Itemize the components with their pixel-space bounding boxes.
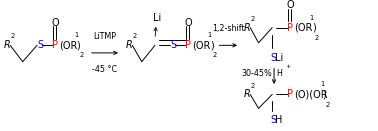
Text: ): ) [210,40,214,50]
Text: ): ) [322,89,326,99]
Text: (OR: (OR [294,23,313,33]
Text: O: O [287,0,294,10]
Text: H: H [276,69,282,78]
Text: 2: 2 [11,34,15,40]
Text: S: S [37,40,43,50]
Text: 2: 2 [80,52,84,58]
Text: 2: 2 [133,34,137,40]
Text: P: P [287,89,293,99]
Text: R: R [244,23,251,33]
Text: (OR: (OR [192,40,211,50]
Text: ): ) [312,23,316,33]
Text: 2: 2 [213,52,217,58]
Text: 1: 1 [320,81,324,87]
Text: 2: 2 [315,35,319,41]
Text: 1: 1 [207,32,211,38]
Text: O: O [51,18,59,28]
Text: O: O [184,18,192,28]
Text: R: R [244,89,251,99]
Text: H: H [275,115,283,125]
Text: -45 °C: -45 °C [92,65,118,74]
Text: (OR: (OR [59,40,77,50]
Text: S: S [270,115,276,125]
Text: 1: 1 [74,32,78,38]
Text: P: P [52,40,58,50]
Text: Li: Li [153,13,161,23]
Text: P: P [185,40,191,50]
Text: 2: 2 [325,102,330,108]
Text: Li: Li [275,53,284,63]
Text: LiTMP: LiTMP [93,32,116,41]
Text: (O)(OR: (O)(OR [294,89,328,99]
Text: P: P [287,23,293,33]
Text: 1: 1 [309,15,313,21]
Text: 30-45%: 30-45% [242,69,272,78]
Text: S: S [270,53,276,63]
Text: S: S [170,40,176,50]
Text: +: + [285,64,291,69]
Text: R: R [4,40,11,50]
Text: 2: 2 [251,16,255,22]
Text: R: R [126,40,133,50]
Text: 2: 2 [251,83,255,89]
Text: 1,2-shift: 1,2-shift [212,24,245,33]
Text: ): ) [77,40,81,50]
